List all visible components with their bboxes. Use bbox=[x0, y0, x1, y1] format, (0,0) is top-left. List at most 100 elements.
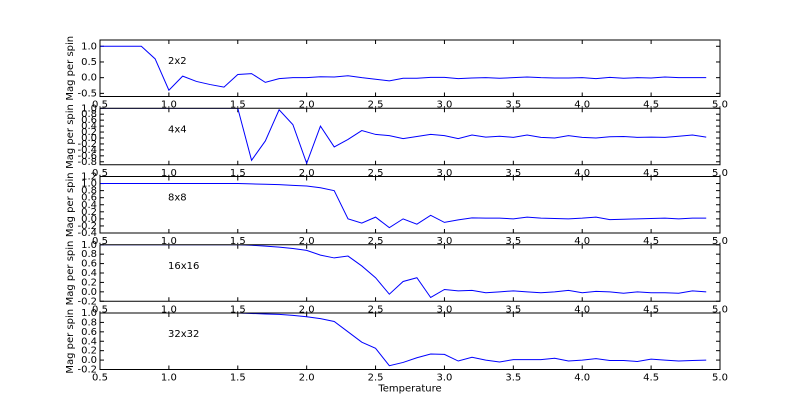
x-tick-label: 3.5 bbox=[505, 168, 521, 179]
x-tick-label: 2.0 bbox=[299, 236, 315, 247]
x-tick-label: 0.5 bbox=[92, 100, 108, 111]
x-tick-label: 3.0 bbox=[436, 168, 452, 179]
x-tick-label: 2.0 bbox=[299, 100, 315, 111]
annotation: 16x16 bbox=[168, 261, 199, 272]
plot-frame bbox=[99, 39, 721, 97]
x-tick-label: 5.0 bbox=[712, 304, 728, 315]
y-tick-label: 1.0 bbox=[81, 308, 97, 319]
y-axis-label: Mag per spin bbox=[65, 104, 76, 169]
plot-frame bbox=[99, 244, 721, 302]
x-tick-label: 2.5 bbox=[368, 373, 384, 384]
y-tick-label: 0.0 bbox=[81, 355, 97, 366]
plot-frame bbox=[99, 312, 721, 370]
y-tick-label: -0.4 bbox=[77, 228, 97, 239]
x-tick-label: 2.5 bbox=[368, 304, 384, 315]
x-tick-label: 4.5 bbox=[643, 100, 659, 111]
annotation: 4x4 bbox=[168, 124, 187, 135]
y-tick-label: 0.2 bbox=[81, 277, 97, 288]
x-tick-label: 1.0 bbox=[161, 373, 177, 384]
x-tick-label: 2.0 bbox=[299, 168, 315, 179]
x-tick-label: 1.5 bbox=[230, 168, 246, 179]
x-tick-label: 2.5 bbox=[368, 100, 384, 111]
x-tick-label: 0.5 bbox=[92, 236, 108, 247]
y-tick-label: 0.4 bbox=[81, 336, 97, 347]
x-tick-label: 4.0 bbox=[574, 304, 590, 315]
y-tick-label: 0.0 bbox=[81, 214, 97, 225]
x-tick-label: 3.0 bbox=[436, 304, 452, 315]
x-tick-label: 0.5 bbox=[92, 168, 108, 179]
x-tick-label: 3.5 bbox=[505, 373, 521, 384]
x-tick-label: 3.0 bbox=[436, 100, 452, 111]
y-axis-label: Mag per spin bbox=[65, 309, 76, 374]
y-tick-label: 0.6 bbox=[81, 193, 97, 204]
y-tick-label: 0.4 bbox=[81, 268, 97, 279]
subplot: 0.5 1.0 1.5 2.0 2.5 3.0 3.5 4.0 4.5 5.0-0.8-0.6-0… bbox=[65, 103, 728, 179]
y-tick-label: 0.2 bbox=[81, 127, 97, 138]
x-tick-label: 5.0 bbox=[712, 236, 728, 247]
x-tick-label: 4.5 bbox=[643, 236, 659, 247]
y-axis-label: Mag per spin bbox=[65, 241, 76, 306]
x-tick-label: 3.0 bbox=[436, 236, 452, 247]
x-tick-label: 4.5 bbox=[643, 373, 659, 384]
y-tick-label: 0.6 bbox=[81, 327, 97, 338]
y-tick-label: 0.8 bbox=[81, 317, 97, 328]
y-tick-label: 0.4 bbox=[81, 121, 97, 132]
x-tick-label: 5.0 bbox=[712, 373, 728, 384]
x-tick-label: 1.5 bbox=[230, 100, 246, 111]
x-tick-label: 5.0 bbox=[712, 100, 728, 111]
x-tick-label: 1.5 bbox=[230, 373, 246, 384]
y-tick-label: 0.8 bbox=[81, 109, 97, 120]
x-tick-label: 2.0 bbox=[299, 373, 315, 384]
y-tick-label: -0.5 bbox=[77, 88, 97, 99]
y-tick-label: 0.6 bbox=[81, 115, 97, 126]
x-tick-label: 2.5 bbox=[368, 236, 384, 247]
y-tick-label: 0.8 bbox=[81, 249, 97, 260]
annotation: 32x32 bbox=[168, 329, 199, 340]
y-tick-label: -0.4 bbox=[77, 145, 97, 156]
subplot: 0.5 1.0 1.5 2.0 2.5 3.0 3.5 4.0 4.5 5.0-0.4-0.20.… bbox=[65, 172, 728, 248]
y-tick-label: 0.0 bbox=[81, 133, 97, 144]
x-tick-label: 1.5 bbox=[230, 236, 246, 247]
plot-frame bbox=[99, 176, 721, 234]
x-tick-label: 1.0 bbox=[161, 168, 177, 179]
x-tick-label: 1.5 bbox=[230, 304, 246, 315]
y-tick-label: -0.2 bbox=[77, 221, 97, 232]
x-tick-label: 0.5 bbox=[92, 373, 108, 384]
x-tick-label: 3.0 bbox=[436, 373, 452, 384]
y-tick-label: 0.6 bbox=[81, 259, 97, 270]
annotation: 2x2 bbox=[168, 56, 187, 67]
y-tick-label: 0.4 bbox=[81, 200, 97, 211]
x-tick-label: 4.0 bbox=[574, 373, 590, 384]
y-tick-label: 1.0 bbox=[81, 103, 97, 114]
y-tick-label: 0.0 bbox=[81, 287, 97, 298]
y-tick-label: 0.5 bbox=[81, 57, 97, 68]
subplot: 0.5 1.0 1.5 2.0 2.5 3.0 3.5 4.0 4.5 5.0-0.20.00.2… bbox=[65, 240, 728, 316]
data-line bbox=[100, 108, 707, 165]
y-axis-label: Mag per spin bbox=[65, 172, 76, 237]
y-tick-label: -0.6 bbox=[77, 151, 97, 162]
y-tick-label: -0.8 bbox=[77, 157, 97, 168]
x-tick-label: 3.5 bbox=[505, 304, 521, 315]
x-tick-label: 4.0 bbox=[574, 236, 590, 247]
data-line bbox=[100, 244, 707, 299]
x-tick-label: 4.5 bbox=[643, 168, 659, 179]
y-tick-label: -0.2 bbox=[77, 296, 97, 307]
x-tick-label: 3.5 bbox=[505, 236, 521, 247]
x-tick-label: 3.5 bbox=[505, 100, 521, 111]
y-tick-label: -0.2 bbox=[77, 139, 97, 150]
y-tick-label: 1.0 bbox=[81, 179, 97, 190]
x-tick-label: 1.0 bbox=[161, 236, 177, 247]
y-tick-label: 0.2 bbox=[81, 346, 97, 357]
y-tick-label: 1.2 bbox=[81, 172, 97, 183]
subplot: 0.5 1.0 1.5 2.0 2.5 3.0 3.5 4.0 4.5 5.0-0.50.00.5… bbox=[65, 36, 728, 111]
x-tick-label: 4.0 bbox=[574, 100, 590, 111]
y-tick-label: -0.2 bbox=[77, 365, 97, 376]
x-tick-label: 0.5 bbox=[92, 304, 108, 315]
plot-frame bbox=[99, 107, 721, 166]
x-axis-label: Temperature bbox=[377, 384, 441, 395]
y-tick-label: 0.8 bbox=[81, 186, 97, 197]
data-line bbox=[100, 313, 707, 367]
data-line bbox=[100, 45, 707, 92]
y-tick-label: 1.0 bbox=[81, 41, 97, 52]
